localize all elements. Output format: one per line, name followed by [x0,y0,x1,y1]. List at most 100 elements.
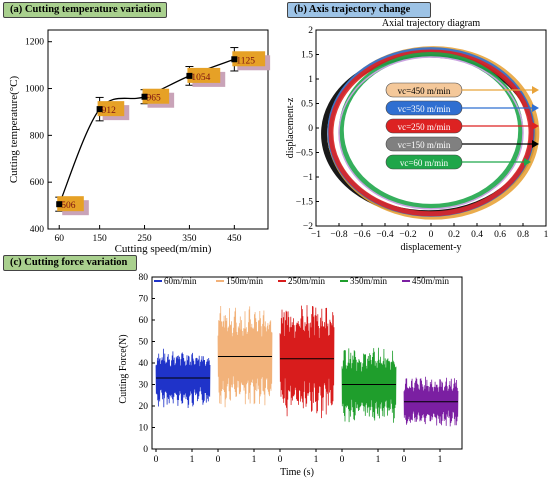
y-tick-label: −2 [303,222,313,232]
axis-trajectory-chart: Axial trajectory diagram −2 −1.5 −1 −0.5 0 0.5… [285,18,549,253]
panel-c-tag: (c) Cutting force variation [3,255,137,271]
y-tick-label: 2 [308,26,313,36]
x-tick-label: 1 [544,230,549,240]
panel-b-tag: (b) Axis trajectory change [287,2,431,18]
x-tick-label: 1 [252,455,257,465]
x-tick-label: 1 [314,455,319,465]
data-label-box [232,51,266,67]
x-tick-label: −0.2 [399,230,416,240]
y-axis-label: displacement-z [285,97,296,158]
data-label-box [142,88,170,104]
x-tick-label: −0.8 [330,230,347,240]
plot-frame [47,29,269,230]
trajectory-orbit-inner [338,56,524,210]
legend-arrow-head [532,104,539,112]
legend-label: 150m/min [226,276,264,286]
x-tick-label: 0.2 [448,230,460,240]
force-signal [403,376,459,427]
x-tick-label: −1 [311,230,321,240]
legend-label: vc=350 m/min [398,104,451,114]
x-tick-label: 0 [278,455,283,465]
y-tick-label: 0 [308,124,313,134]
y-tick-label: 1000 [25,85,44,95]
x-tick-label: 450 [227,234,242,244]
force-signal [341,347,397,423]
x-tick-label: 350 [182,234,197,244]
data-label: 1054 [191,73,210,83]
cutting-temperature-chart: 400 600 800 1000 1200 60 150 250 350 450 Cutting s… [8,29,271,255]
x-axis-label: Cutting speed(m/min) [115,243,212,255]
x-tick-label: −0.6 [353,230,370,240]
data-label-box [97,101,125,117]
panel-a-tag: (a) Cutting temperature variation [3,2,167,18]
data-label-box [57,196,84,212]
data-point [186,72,193,79]
legend-arrow-head [524,158,531,166]
legend-label: vc=150 m/min [398,140,451,150]
legend-label: vc=450 m/min [398,86,451,96]
force-signal [155,348,211,409]
data-point [56,201,63,208]
legend-label: vc=250 m/min [398,122,451,132]
legend-label: 450m/min [412,276,450,286]
legend-arrow-head [532,86,539,94]
y-axis-label: Cutting Force(N) [118,334,129,403]
x-tick-label: 150 [93,234,108,244]
x-tick-label: 0 [154,455,159,465]
y-tick-label: 50 [139,338,149,348]
y-tick-label: −1 [303,173,313,183]
data-label: 506 [61,201,75,211]
y-tick-label: 30 [139,381,149,391]
x-tick-label: 0 [340,455,345,465]
y-tick-label: 1 [308,75,313,85]
y-tick-label: 70 [139,295,149,305]
x-axis-label: displacement-y [400,242,461,253]
y-tick-label: 20 [139,402,149,412]
data-label: 1125 [236,56,255,66]
y-tick-label: 800 [30,131,45,141]
y-tick-label: −0.5 [296,149,313,159]
data-point [231,56,238,63]
y-axis-label: Cutting temperature(°C) [8,75,20,183]
y-tick-label: 400 [30,225,45,235]
y-tick-label: 0.5 [301,100,313,110]
force-signal [279,305,335,419]
x-tick-label: 0.6 [494,230,506,240]
x-axis-label: Time (s) [280,467,314,478]
x-tick-label: 0 [216,455,221,465]
x-tick-label: 1 [376,455,381,465]
y-tick-label: 80 [139,273,149,283]
legend-label: vc=60 m/min [400,158,449,168]
x-tick-label: 60 [54,234,64,244]
x-tick-label: −0.4 [376,230,393,240]
x-tick-label: 0 [402,455,407,465]
force-signal [217,305,273,408]
data-label: 965 [147,94,162,104]
legend-label: 250m/min [288,276,326,286]
legend-arrow-head [532,122,539,130]
y-tick-label: 10 [139,424,149,434]
y-tick-label: 60 [139,316,149,326]
x-tick-label: 0 [429,230,434,240]
legend-label: 60m/min [164,276,197,286]
y-tick-label: −1.5 [296,198,313,208]
y-tick-label: 0 [143,445,148,455]
y-tick-label: 1.5 [301,51,313,61]
y-tick-label: 600 [30,178,45,188]
x-tick-label: 0.4 [471,230,483,240]
data-point [141,93,148,100]
x-tick-label: 250 [137,234,152,244]
trajectory-orbit [338,52,524,209]
data-label-box [187,67,221,83]
x-tick-label: 1 [190,455,195,465]
chart-title: Axial trajectory diagram [382,18,481,29]
legend-label: 350m/min [350,276,388,286]
data-point [96,106,103,113]
data-label: 912 [102,106,117,116]
legend-arrow-head [532,140,539,148]
x-tick-label: 0.8 [517,230,529,240]
x-tick-label: 1 [438,455,443,465]
y-tick-label: 1200 [25,38,44,48]
y-tick-label: 40 [139,359,149,369]
